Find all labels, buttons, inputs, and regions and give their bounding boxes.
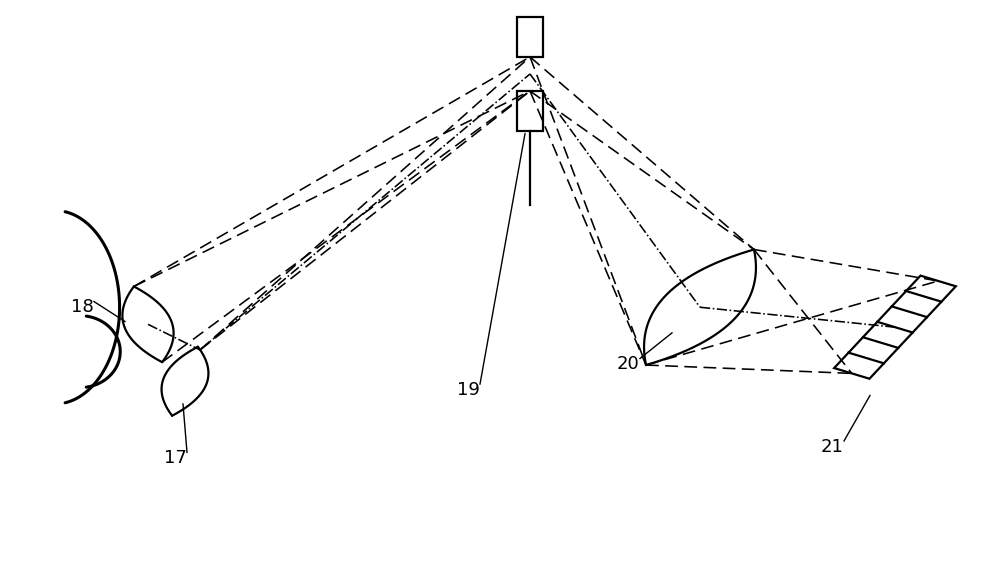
Text: 19: 19 [457,381,479,399]
Text: 20: 20 [617,355,639,373]
Text: 18: 18 [71,298,93,316]
Text: 17: 17 [164,449,186,467]
Text: 21: 21 [821,438,843,456]
